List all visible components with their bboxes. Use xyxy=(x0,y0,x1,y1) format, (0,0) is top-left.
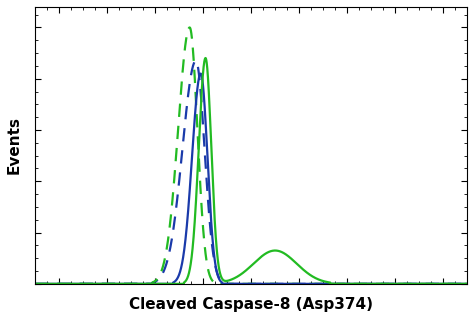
X-axis label: Cleaved Caspase-8 (Asp374): Cleaved Caspase-8 (Asp374) xyxy=(129,297,373,312)
Y-axis label: Events: Events xyxy=(7,116,22,174)
